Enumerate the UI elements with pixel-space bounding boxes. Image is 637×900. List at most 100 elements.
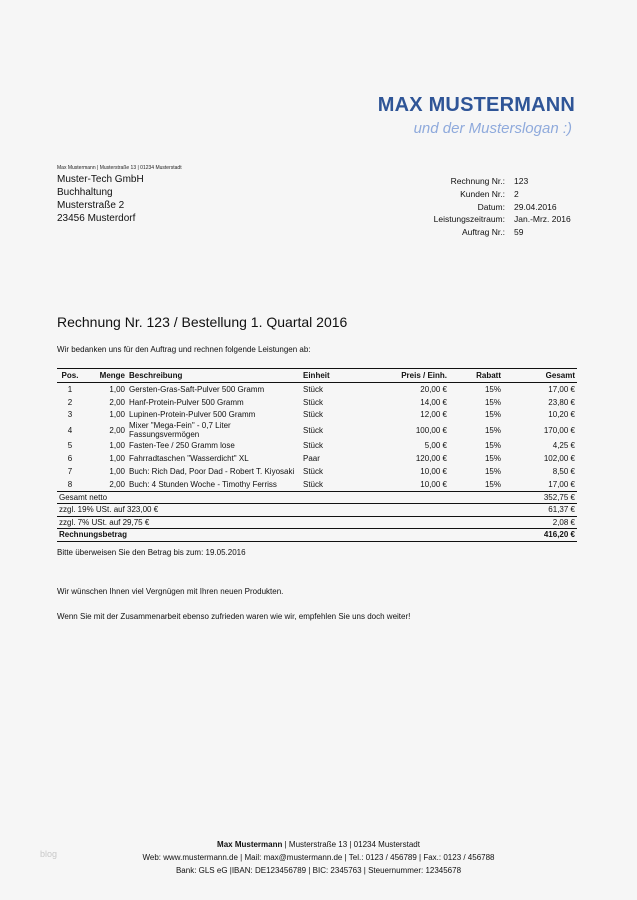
table-cell: 2,00: [109, 425, 125, 435]
table-cell: 15%: [484, 454, 501, 464]
table-cell: 170,00 €: [543, 425, 575, 435]
column-header: Einheit: [301, 368, 375, 383]
table-cell: 14,00 €: [420, 397, 447, 407]
footer-line-1: Max Mustermann | Musterstraße 13 | 01234…: [0, 840, 637, 849]
table-cell: Hanf-Protein-Pulver 500 Gramm: [129, 397, 244, 407]
table-cell: 20,00 €: [420, 384, 447, 394]
info-value: Jan.-Mrz. 2016: [514, 214, 571, 225]
footer-name: Max Mustermann: [217, 840, 283, 849]
info-label: Datum:: [477, 201, 505, 212]
table-cell: 6: [67, 454, 73, 464]
footer-address: | Musterstraße 13 | 01234 Musterstadt: [282, 840, 420, 849]
table-cell: Lupinen-Protein-Pulver 500 Gramm: [129, 410, 256, 420]
summary-row: Gesamt netto 352,75 €: [57, 490, 577, 504]
table-cell: Stück: [303, 397, 324, 407]
table-cell: 8,50 €: [552, 466, 575, 476]
table-cell: 120,00 €: [415, 454, 447, 464]
table-cell: 15%: [484, 441, 501, 451]
intro-text: Wir bedanken uns für den Auftrag und rec…: [57, 345, 311, 354]
table-cell: 15%: [484, 397, 501, 407]
info-label: Leistungszeitraum:: [433, 214, 505, 225]
table-cell: Stück: [303, 384, 324, 394]
column-header: Preis / Einh.: [375, 368, 449, 383]
recipient-line: 23456 Musterdorf: [57, 213, 136, 224]
table-cell: 1,00: [109, 454, 125, 464]
table-cell: Buch: Rich Dad, Poor Dad - Robert T. Kiy…: [129, 466, 295, 476]
summary-label: zzgl. 19% USt. auf 323,00 €: [57, 503, 503, 517]
table-row: 7 1,00 Buch: Rich Dad, Poor Dad - Robert T…: [57, 465, 577, 478]
invoice-table: Pos. Menge Beschreibung Einheit Preis / Einh…: [57, 368, 577, 542]
summary-value: 352,75 €: [503, 490, 577, 504]
summary-value: 61,37 €: [503, 503, 577, 517]
column-header: Beschreibung: [127, 368, 301, 383]
invoice-heading: Rechnung Nr. 123 / Bestellung 1. Quartal…: [57, 314, 348, 330]
table-cell: 15%: [484, 410, 501, 420]
footer-line-3: Bank: GLS eG |IBAN: DE123456789 | BIC: 2…: [175, 866, 462, 875]
recipient-line: Buchhaltung: [57, 187, 113, 198]
summary-label: Rechnungsbetrag: [57, 528, 503, 542]
info-label: Rechnung Nr.:: [450, 176, 505, 186]
table-cell: 12,00 €: [420, 410, 447, 420]
table-cell: 100,00 €: [415, 425, 447, 435]
table-cell: 1,00: [109, 441, 125, 451]
table-cell: 10,00 €: [420, 466, 447, 476]
table-cell: 15%: [484, 479, 501, 489]
summary-label: zzgl. 7% USt. auf 29,75 €: [57, 515, 503, 529]
table-cell: 1: [67, 384, 73, 394]
table-cell: 17,00 €: [548, 479, 575, 489]
info-value: 2: [514, 188, 519, 199]
column-header: Rabatt: [449, 368, 503, 383]
table-cell: 2: [67, 397, 73, 407]
table-cell: Fasten-Tee / 250 Gramm lose: [129, 441, 235, 451]
table-cell: 102,00 €: [543, 454, 575, 464]
recipient-line: Muster-Tech GmbH: [57, 174, 144, 185]
table-cell: Stück: [303, 410, 324, 420]
table-cell: 23,80 €: [548, 397, 575, 407]
column-header: Gesamt: [503, 368, 577, 383]
column-header: Menge: [83, 368, 127, 383]
summary-value: 2,08 €: [503, 515, 577, 529]
info-value: 29.04.2016: [514, 201, 557, 212]
table-cell: 4,25 €: [552, 441, 575, 451]
brand-slogan: und der Musterslogan :): [413, 120, 572, 137]
table-row: 4 2,00 Mixer "Mega-Fein" - 0,7 Liter Fassu…: [57, 421, 577, 439]
table-cell: 7: [67, 466, 73, 476]
table-cell: 17,00 €: [548, 384, 575, 394]
footer-line-2: Web: www.mustermann.de | Mail: max@muste…: [142, 853, 495, 862]
table-cell: 10,20 €: [548, 410, 575, 420]
table-cell: 15%: [484, 384, 501, 394]
info-value: 123: [514, 176, 529, 186]
table-cell: 10,00 €: [420, 479, 447, 489]
sender-line: Max Mustermann | Musterstraße 13 | 01234…: [57, 165, 182, 171]
table-cell: 15%: [484, 466, 501, 476]
info-label: Kunden Nr.:: [460, 188, 505, 199]
table-cell: Fahrradtaschen "Wasserdicht" XL: [129, 454, 249, 464]
table-cell: Stück: [303, 425, 324, 435]
table-cell: Stück: [303, 466, 324, 476]
watermark: blog: [40, 849, 58, 859]
table-row: 5 1,00 Fasten-Tee / 250 Gramm lose Stück 5,0…: [57, 439, 577, 452]
table-row: 3 1,00 Lupinen-Protein-Pulver 500 Gramm Stü…: [57, 409, 577, 422]
brand-name: MAX MUSTERMANN: [377, 94, 575, 116]
table-cell: 4: [67, 425, 73, 435]
closing-text: Wir wünschen Ihnen viel Vergnügen mit Ih…: [57, 587, 284, 596]
table-cell: Buch: 4 Stunden Woche - Timothy Ferriss: [129, 479, 277, 489]
table-cell: Mixer "Mega-Fein" - 0,7 Liter Fassungsve…: [129, 421, 231, 440]
table-cell: 2,00: [109, 479, 125, 489]
table-cell: 5: [67, 441, 73, 451]
table-row: 8 2,00 Buch: 4 Stunden Woche - Timothy Fer…: [57, 478, 577, 491]
closing-text: Wenn Sie mit der Zusammenarbeit ebenso z…: [57, 612, 411, 621]
summary-value: 416,20 €: [503, 528, 577, 542]
summary-row: Rechnungsbetrag 416,20 €: [57, 528, 577, 542]
info-label: Auftrag Nr.:: [462, 227, 505, 238]
summary-label: Gesamt netto: [57, 490, 503, 504]
table-cell: 1,00: [109, 384, 125, 394]
info-value: 59: [514, 227, 524, 238]
table-cell: 3: [67, 410, 73, 420]
table-cell: 5,00 €: [424, 441, 447, 451]
table-cell: Paar: [303, 454, 320, 464]
table-cell: Stück: [303, 441, 324, 451]
summary-row: zzgl. 19% USt. auf 323,00 €61,37 €: [57, 503, 577, 517]
table-cell: 2,00: [109, 397, 125, 407]
table-row: 2 2,00 Hanf-Protein-Pulver 500 Gramm Stück 1…: [57, 396, 577, 409]
